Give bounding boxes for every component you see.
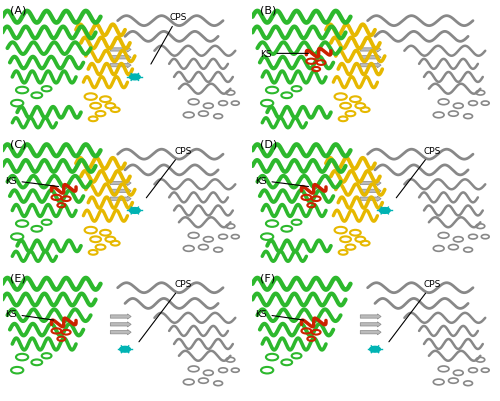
FancyArrow shape — [110, 56, 131, 61]
Text: (A): (A) — [10, 6, 26, 16]
FancyArrow shape — [360, 196, 381, 202]
Text: (F): (F) — [260, 272, 275, 282]
FancyArrow shape — [110, 63, 131, 69]
FancyArrow shape — [110, 189, 131, 194]
Text: KS: KS — [260, 50, 308, 59]
Text: KS: KS — [255, 176, 308, 187]
Text: (C): (C) — [10, 139, 26, 149]
FancyArrow shape — [360, 314, 381, 319]
Text: (E): (E) — [10, 272, 26, 282]
FancyArrow shape — [110, 196, 131, 202]
Text: (B): (B) — [260, 6, 276, 16]
Circle shape — [130, 208, 140, 214]
FancyArrow shape — [360, 56, 381, 61]
FancyArrow shape — [110, 330, 131, 335]
Circle shape — [130, 75, 140, 81]
Text: KS: KS — [5, 310, 54, 320]
FancyArrow shape — [110, 314, 131, 319]
Circle shape — [380, 208, 390, 214]
FancyArrow shape — [360, 322, 381, 327]
FancyArrow shape — [360, 48, 381, 53]
Circle shape — [370, 346, 380, 352]
Text: CPS: CPS — [146, 146, 192, 198]
FancyArrow shape — [110, 48, 131, 53]
Circle shape — [120, 346, 130, 352]
Text: CPS: CPS — [396, 146, 442, 198]
FancyArrow shape — [360, 63, 381, 69]
Text: CPS: CPS — [139, 279, 192, 342]
FancyArrow shape — [360, 189, 381, 194]
FancyArrow shape — [110, 181, 131, 186]
FancyArrow shape — [360, 181, 381, 186]
Text: CPS: CPS — [151, 13, 186, 65]
FancyArrow shape — [110, 322, 131, 327]
Text: CPS: CPS — [389, 279, 442, 342]
Text: (D): (D) — [260, 139, 277, 149]
Text: KS: KS — [5, 176, 59, 187]
FancyArrow shape — [360, 330, 381, 335]
Text: KS: KS — [255, 310, 304, 320]
